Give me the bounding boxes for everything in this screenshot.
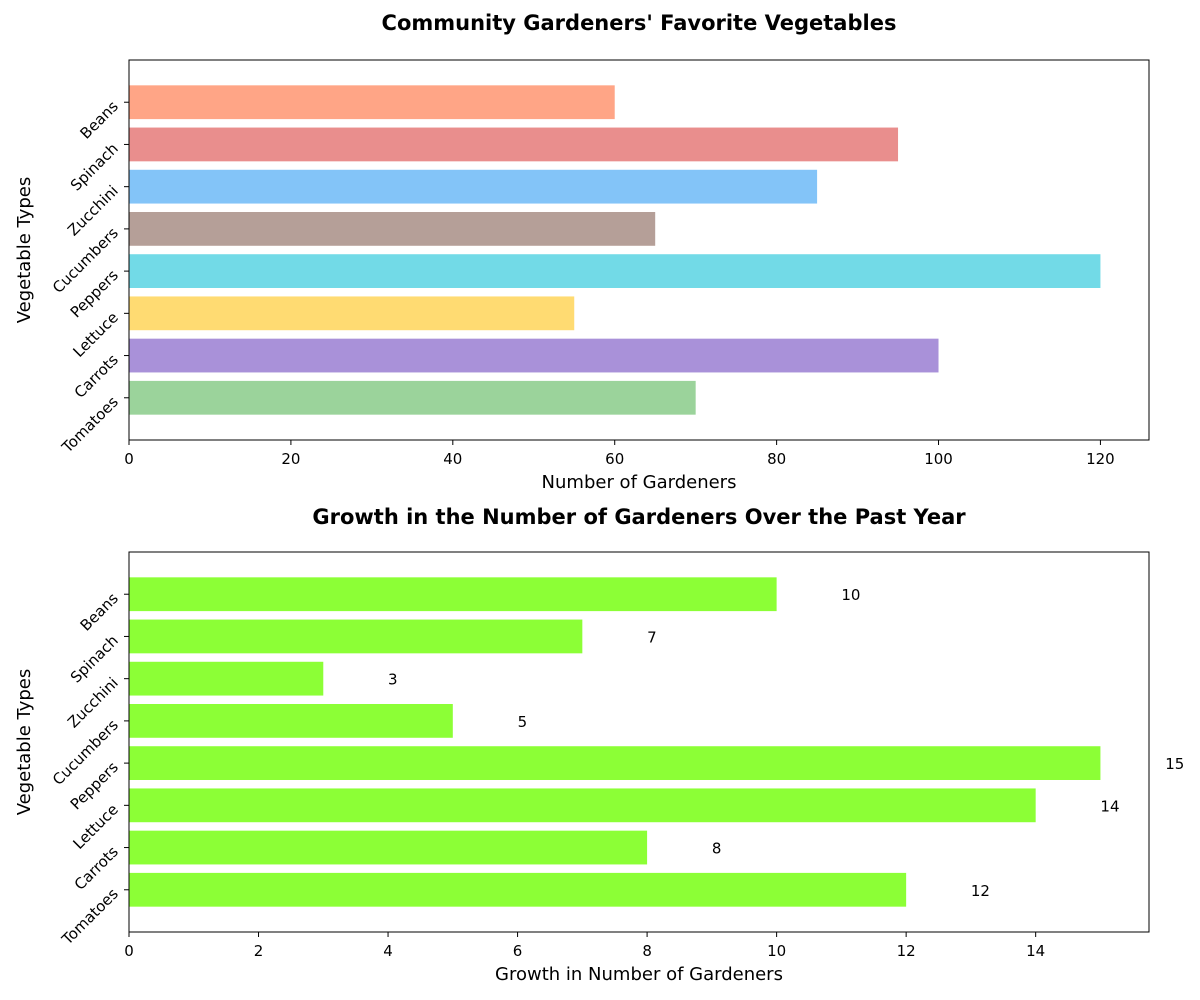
x-tick-label: 10 (767, 942, 786, 960)
x-tick-label: 6 (513, 942, 523, 960)
bar-beans (129, 577, 777, 612)
chart-2-data-labels: 12 8 14 15 5 3 7 10 (388, 586, 1184, 900)
chart-2-title: Growth in the Number of Gardeners Over t… (312, 505, 966, 529)
bar-tomatoes (129, 872, 907, 907)
bar-lettuce (129, 788, 1036, 823)
bar-zucchini (129, 169, 818, 204)
data-label-tomatoes: 12 (971, 882, 990, 900)
x-tick-label: 80 (767, 450, 786, 468)
data-label-zucchini: 3 (388, 671, 398, 689)
chart-2-y-axis-label: Vegetable Types (14, 669, 35, 816)
bar-tomatoes (129, 380, 696, 415)
x-tick-label: 20 (281, 450, 300, 468)
y-tick-label-tomatoes: Tomatoes (58, 393, 122, 457)
x-tick-label: 8 (642, 942, 652, 960)
chart-1-x-axis-label: Number of Gardeners (542, 472, 737, 493)
y-tick-label-beans: Beans (77, 97, 122, 142)
chart-1-plot-frame (128, 59, 1150, 441)
bar-zucchini (129, 661, 324, 696)
x-tick-label: 4 (383, 942, 393, 960)
x-tick-label: 60 (605, 450, 624, 468)
data-label-cucumbers: 5 (518, 713, 528, 731)
y-tick-label-spinach: Spinach (67, 140, 122, 195)
data-label-peppers: 15 (1165, 755, 1184, 773)
chart-2-bars (129, 577, 1101, 907)
bar-carrots (129, 830, 648, 865)
chart-growth: Growth in the Number of Gardeners Over t… (14, 505, 1184, 985)
chart-1-y-ticks: TomatoesCarrotsLettucePeppersCucumbersZu… (49, 97, 129, 457)
x-tick-label: 14 (1026, 942, 1045, 960)
chart-2-y-ticks: TomatoesCarrotsLettucePeppersCucumbersZu… (49, 589, 129, 949)
x-tick-label: 0 (124, 942, 134, 960)
bar-lettuce (129, 296, 575, 331)
chart-1-x-ticks: 0 20 40 60 80 100 120 (124, 440, 1115, 468)
data-label-lettuce: 14 (1100, 797, 1119, 815)
data-label-spinach: 7 (647, 628, 657, 646)
chart-1-title: Community Gardeners' Favorite Vegetables (382, 11, 897, 35)
x-tick-label: 2 (254, 942, 264, 960)
bar-cucumbers (129, 212, 656, 246)
y-tick-label-spinach: Spinach (67, 632, 122, 687)
y-tick-label-tomatoes: Tomatoes (58, 885, 122, 949)
bar-beans (129, 85, 615, 120)
x-tick-label: 40 (443, 450, 462, 468)
x-tick-label: 120 (1086, 450, 1115, 468)
data-label-carrots: 8 (712, 840, 722, 858)
chart-2-x-axis-label: Growth in Number of Gardeners (495, 964, 783, 985)
x-tick-label: 100 (924, 450, 953, 468)
chart-1-bars (129, 85, 1101, 415)
bar-peppers (129, 746, 1101, 780)
chart-2-plot-frame (128, 551, 1150, 933)
y-tick-label-beans: Beans (77, 589, 122, 634)
x-tick-label: 12 (897, 942, 916, 960)
chart-1-y-axis-label: Vegetable Types (14, 177, 35, 324)
bar-cucumbers (129, 704, 453, 738)
data-label-beans: 10 (841, 586, 860, 604)
chart-2-x-ticks: 0 2 4 6 8 10 12 14 (124, 932, 1045, 960)
chart-favorite-vegetables: Community Gardeners' Favorite Vegetables… (14, 11, 1150, 493)
bar-spinach (129, 127, 899, 162)
bar-spinach (129, 619, 583, 654)
bar-peppers (129, 254, 1101, 288)
bar-carrots (129, 338, 939, 373)
x-tick-label: 0 (124, 450, 134, 468)
